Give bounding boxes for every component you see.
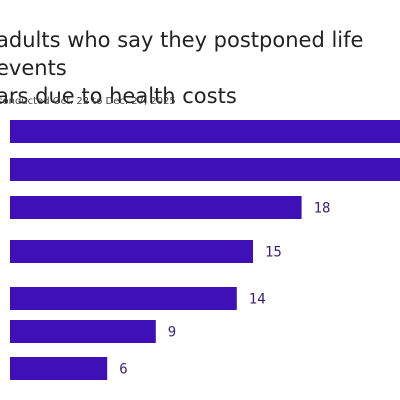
bar-value-label-4: 15 [265, 245, 282, 261]
bar-value-label-7: 6 [119, 362, 127, 378]
bar-value-label-5: 14 [249, 292, 266, 308]
bar-6 [10, 320, 156, 343]
chart-subtitle: conducted Oct. 22 to Dec. 27, 2025 [0, 96, 176, 107]
bar-1 [10, 120, 400, 143]
bar-3 [10, 196, 302, 219]
bar-5 [10, 287, 237, 310]
bar-2 [10, 158, 400, 181]
bar-4 [10, 240, 253, 263]
bar-7 [10, 357, 108, 380]
bar-value-label-3: 18 [314, 201, 331, 217]
chart-title: adults who say they postponed life event… [0, 28, 364, 108]
bar-value-label-6: 9 [168, 325, 176, 341]
